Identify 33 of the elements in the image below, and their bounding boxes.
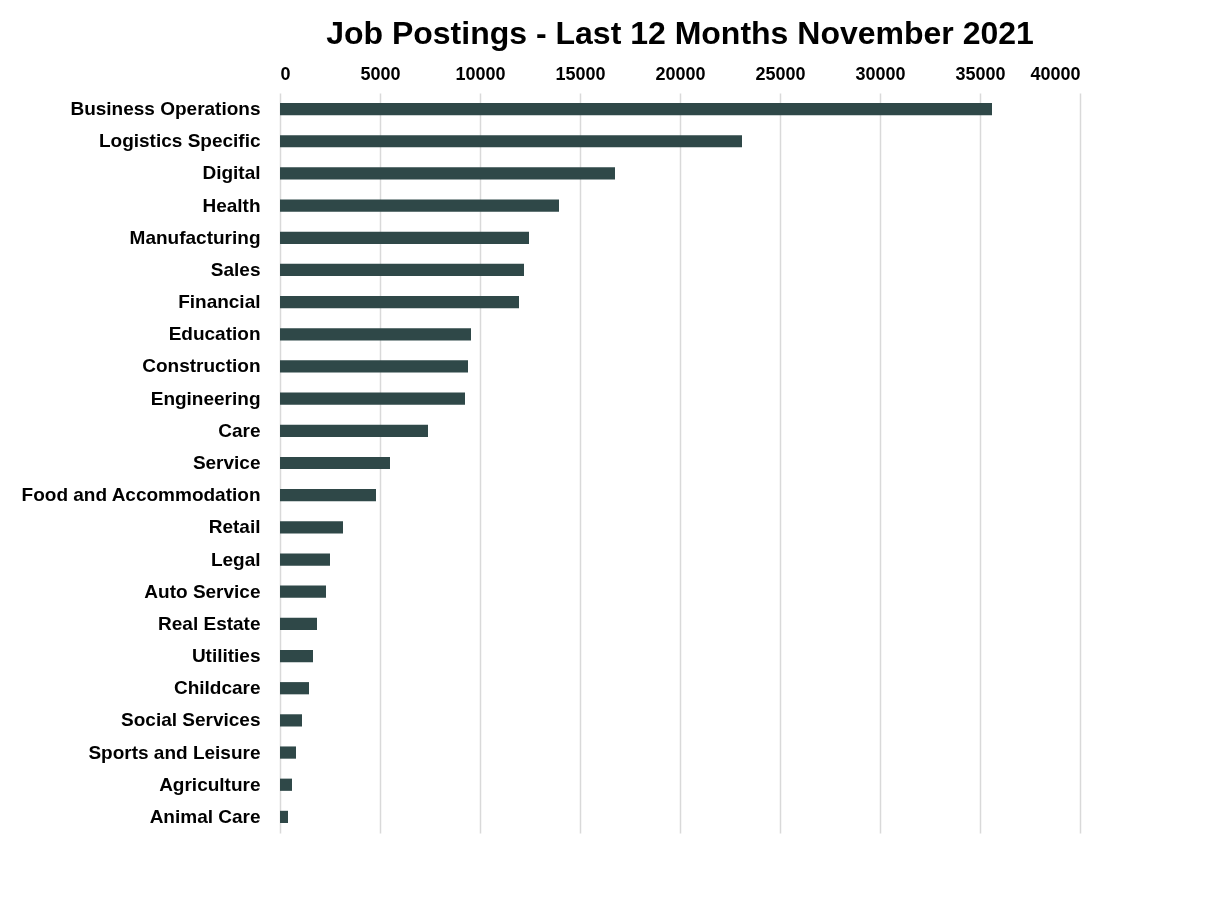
x-tick-label: 30000 xyxy=(855,63,906,84)
x-tick-label: 35000 xyxy=(955,63,1006,84)
y-tick-label: Service xyxy=(192,452,261,473)
y-tick-label: Business Operations xyxy=(70,98,261,120)
x-tick-label: 5000 xyxy=(360,63,401,84)
y-tick-label: Manufacturing xyxy=(129,226,261,248)
y-tick-label: Logistics Specific xyxy=(98,130,261,152)
y-tick-label: Social Services xyxy=(121,709,261,731)
y-tick-label: Legal xyxy=(210,548,261,570)
y-tick-label: Auto Service xyxy=(144,580,261,602)
y-tick-label: Education xyxy=(168,323,261,345)
y-tick-label: Agriculture xyxy=(159,773,261,795)
y-tick-label: Childcare xyxy=(173,677,261,699)
x-tick-label: 15000 xyxy=(555,63,606,84)
y-tick-label: Digital xyxy=(202,162,261,184)
y-tick-label: Sports and Leisure xyxy=(88,741,261,763)
y-tick-label: Construction xyxy=(142,355,261,377)
x-tick-label: 25000 xyxy=(755,63,806,84)
y-tick-label: Care xyxy=(218,419,261,441)
x-tick-label: 20000 xyxy=(655,63,706,84)
y-tick-label: Animal Care xyxy=(149,805,261,827)
y-tick-label: Financial xyxy=(178,291,261,313)
y-tick-label: Food and Accommodation xyxy=(21,484,261,506)
x-tick-label: 10000 xyxy=(455,63,506,84)
y-tick-label: Health xyxy=(202,194,261,216)
y-tick-label: Real Estate xyxy=(158,612,261,634)
y-tick-label: Sales xyxy=(210,258,261,280)
y-tick-label: Retail xyxy=(208,516,261,538)
y-tick-label: Utilities xyxy=(191,645,261,667)
x-tick-label: 40000 xyxy=(1030,63,1081,84)
chart-title: Job Postings - Last 12 Months November 2021 xyxy=(326,15,1034,51)
x-tick-label: 0 xyxy=(280,63,291,84)
y-tick-label: Engineering xyxy=(150,387,261,409)
